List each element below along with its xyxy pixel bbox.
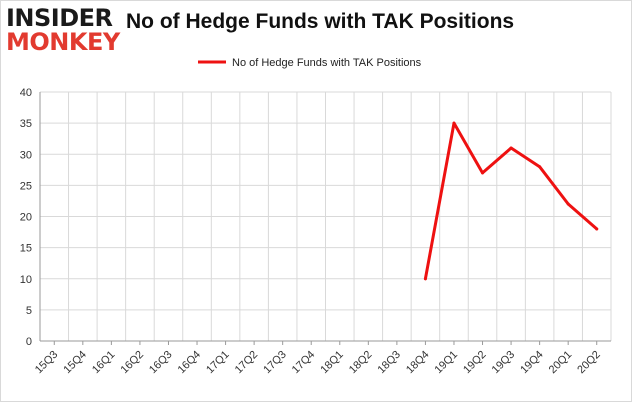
x-tick-label: 17Q2 bbox=[233, 349, 261, 377]
data-point bbox=[481, 171, 485, 175]
x-tick-label: 16Q1 bbox=[90, 349, 118, 377]
y-tick-label: 30 bbox=[20, 149, 32, 161]
data-point bbox=[423, 277, 427, 281]
x-tick-label: 17Q1 bbox=[204, 349, 232, 377]
y-tick-label: 40 bbox=[20, 87, 32, 99]
data-point bbox=[509, 146, 513, 150]
x-tick-label: 19Q3 bbox=[490, 349, 518, 377]
x-tick-label: 18Q3 bbox=[375, 349, 403, 377]
x-tick-label: 17Q4 bbox=[290, 349, 318, 377]
x-tick-label: 18Q1 bbox=[318, 349, 346, 377]
x-tick-label: 18Q2 bbox=[347, 349, 375, 377]
y-tick-label: 0 bbox=[26, 336, 32, 348]
x-tick-label: 15Q3 bbox=[33, 349, 61, 377]
x-tick-label: 19Q4 bbox=[518, 349, 546, 377]
logo-word-insider: INSIDER bbox=[6, 4, 113, 32]
data-point bbox=[566, 202, 570, 206]
data-point bbox=[452, 121, 456, 125]
x-tick-label: 16Q4 bbox=[176, 349, 204, 377]
data-point bbox=[538, 165, 542, 169]
x-tick-label: 20Q1 bbox=[547, 349, 575, 377]
legend-label: No of Hedge Funds with TAK Positions bbox=[232, 57, 422, 69]
data-point bbox=[595, 227, 599, 231]
y-tick-label: 10 bbox=[20, 274, 32, 286]
x-tick-label: 20Q2 bbox=[575, 349, 603, 377]
insider-monkey-logo: INSIDER MONKEY bbox=[6, 4, 120, 56]
series-line bbox=[423, 121, 599, 281]
y-tick-label: 5 bbox=[26, 305, 32, 317]
x-tick-label: 15Q4 bbox=[61, 349, 89, 377]
x-tick-label: 18Q4 bbox=[404, 349, 432, 377]
x-tick-label: 16Q2 bbox=[119, 349, 147, 377]
x-tick-label: 17Q3 bbox=[261, 349, 289, 377]
x-tick-label: 16Q3 bbox=[147, 349, 175, 377]
y-tick-label: 25 bbox=[20, 180, 32, 192]
x-tick-label: 19Q1 bbox=[433, 349, 461, 377]
y-tick-label: 35 bbox=[20, 118, 32, 130]
y-tick-label: 20 bbox=[20, 212, 32, 224]
logo-word-monkey: MONKEY bbox=[6, 28, 120, 56]
x-tick-label: 19Q2 bbox=[461, 349, 489, 377]
chart-title: No of Hedge Funds with TAK Positions bbox=[126, 10, 515, 33]
y-tick-label: 15 bbox=[20, 243, 32, 255]
